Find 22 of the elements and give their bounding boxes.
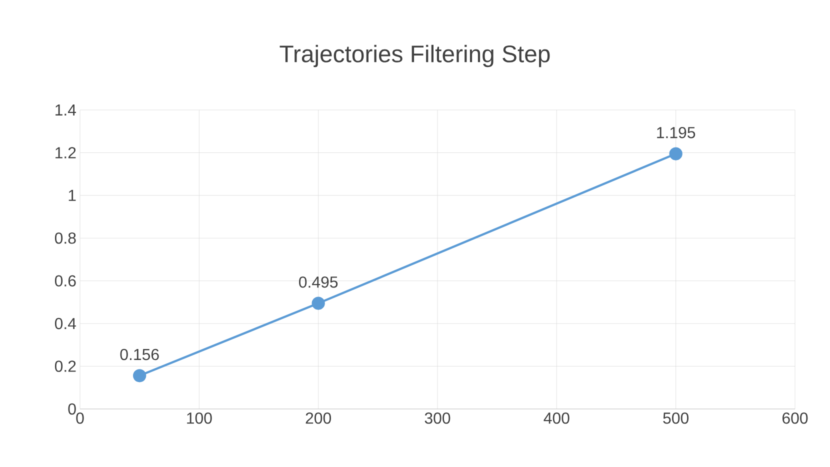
y-tick-label: 0.6 (54, 275, 76, 286)
x-tick-label: 400 (544, 412, 570, 424)
point (669, 147, 682, 160)
x-tick-label: 0 (76, 412, 84, 424)
y-tick-label: 0.4 (54, 318, 76, 330)
point (133, 369, 146, 382)
data-label: 0.495 (299, 276, 338, 288)
y-tick-label: 0 (68, 403, 76, 415)
y-tick-label: 1 (68, 190, 76, 201)
y-tick-label: 0.2 (54, 360, 76, 372)
y-tick-label: 0.8 (54, 232, 76, 244)
x-tick-label: 100 (187, 412, 212, 424)
x-tick-label: 300 (424, 412, 450, 424)
x-tick-label: 500 (663, 412, 688, 424)
x-tick-label: 200 (306, 412, 331, 424)
chart-title: Trajectories Filtering Step (280, 44, 550, 68)
x-tick-label: 600 (782, 412, 808, 424)
data-label: 0.156 (120, 348, 159, 360)
y-tick-label: 1.4 (56, 104, 76, 116)
data-label: 1.195 (657, 126, 696, 138)
point (312, 296, 325, 310)
y-tick-label: 1.2 (56, 147, 76, 158)
